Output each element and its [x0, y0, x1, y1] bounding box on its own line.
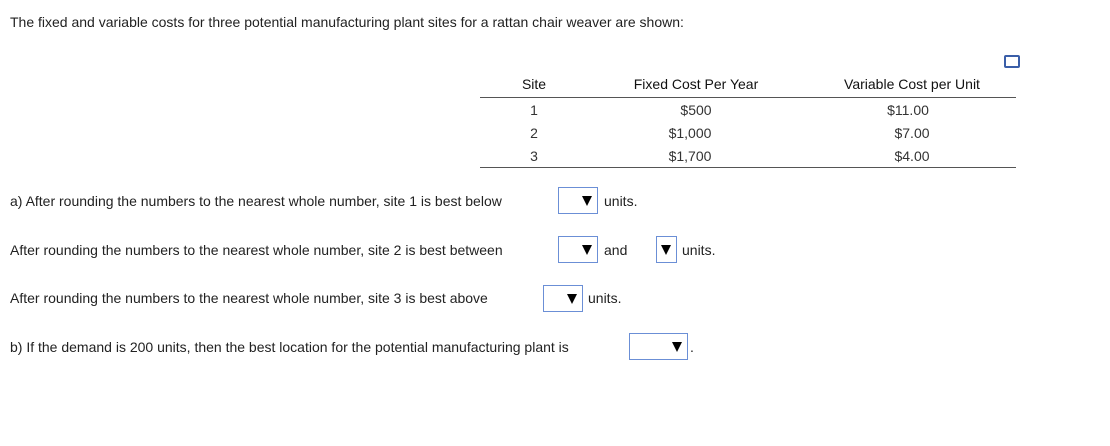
table-cell: $4.00: [894, 148, 930, 164]
table-cell: $1,000: [668, 125, 712, 141]
expand-icon[interactable]: [1004, 55, 1020, 68]
table-header: Variable Cost per Unit: [844, 76, 980, 92]
table-cell: 1: [530, 102, 538, 118]
answer-dropdown[interactable]: [629, 333, 688, 360]
table-cell: $500: [680, 102, 712, 118]
question-suffix: units.: [604, 193, 638, 209]
question-suffix: units.: [588, 290, 622, 306]
table-rule: [480, 167, 1016, 168]
table-cell: $1,700: [668, 148, 712, 164]
question-suffix: units.: [682, 242, 716, 258]
question-connector: and: [604, 242, 628, 258]
question-suffix: .: [690, 339, 694, 355]
intro: The fixed and variable costs for three p…: [10, 14, 684, 30]
answer-dropdown[interactable]: [558, 236, 598, 263]
answer-dropdown[interactable]: [558, 187, 598, 214]
question-prompt: a) After rounding the numbers to the nea…: [10, 193, 502, 209]
table-rule: [480, 97, 1016, 98]
answer-dropdown[interactable]: [543, 285, 583, 312]
table-cell: $7.00: [894, 125, 930, 141]
table-cell: 3: [530, 148, 538, 164]
question-prompt: After rounding the numbers to the neares…: [10, 290, 488, 306]
question-prompt: After rounding the numbers to the neares…: [10, 242, 503, 258]
table-cell: 2: [530, 125, 538, 141]
table-header: Site: [521, 76, 547, 92]
table-header: Fixed Cost Per Year: [633, 76, 759, 92]
question-prompt: b) If the demand is 200 units, then the …: [10, 339, 569, 355]
answer-dropdown[interactable]: [656, 236, 677, 263]
table-cell: $11.00: [887, 102, 929, 118]
